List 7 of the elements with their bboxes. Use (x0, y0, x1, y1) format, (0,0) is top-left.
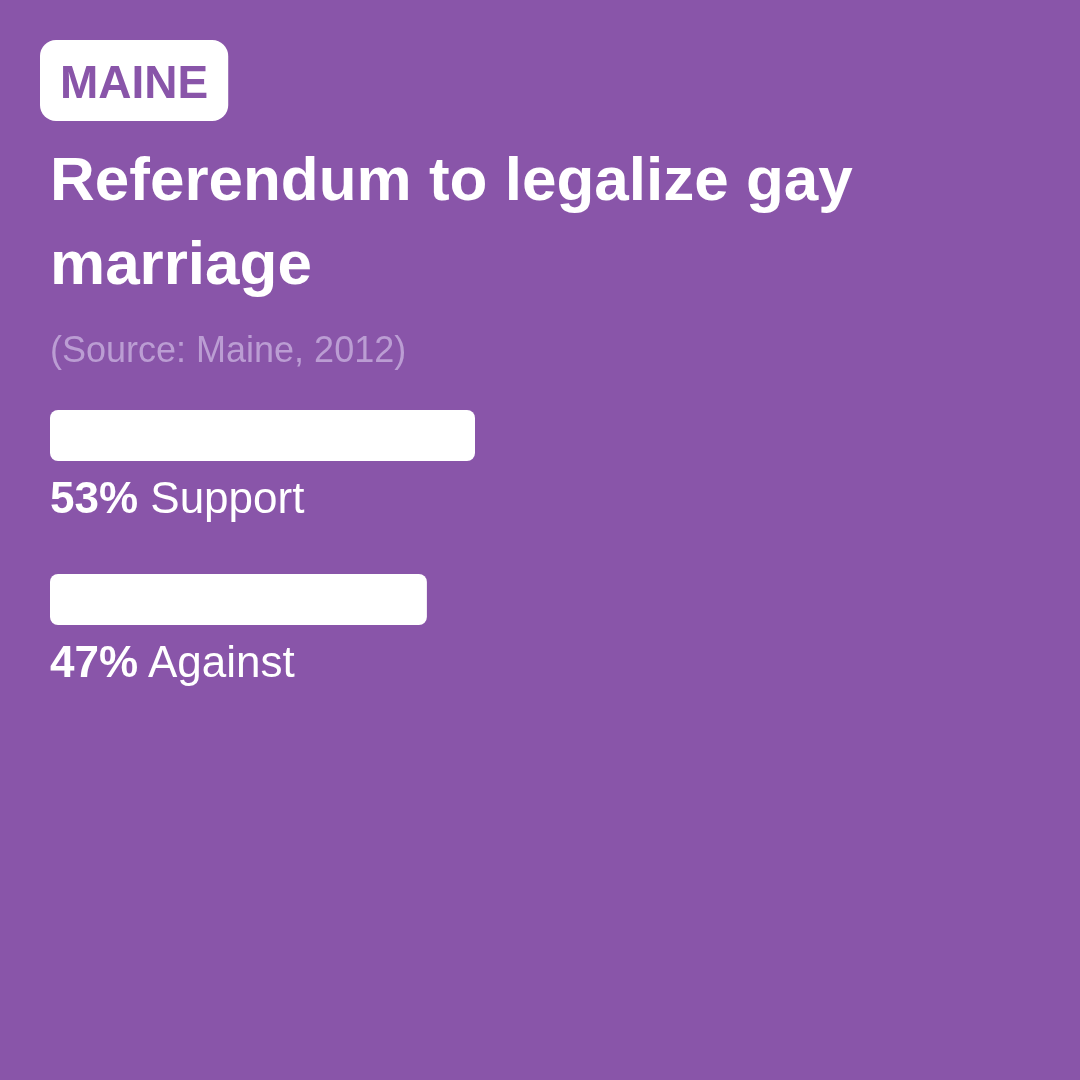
text: MAINE (59, 56, 209, 108)
y-tick-label: Support (138, 473, 305, 522)
text: (Source: Maine, 2012) (50, 329, 407, 370)
y-tick-label: Against (138, 637, 295, 686)
data-label: 53% (50, 473, 139, 522)
chart-title: Referendum to legalize gay marriage (50, 144, 854, 297)
data-label: 47% (50, 637, 139, 686)
